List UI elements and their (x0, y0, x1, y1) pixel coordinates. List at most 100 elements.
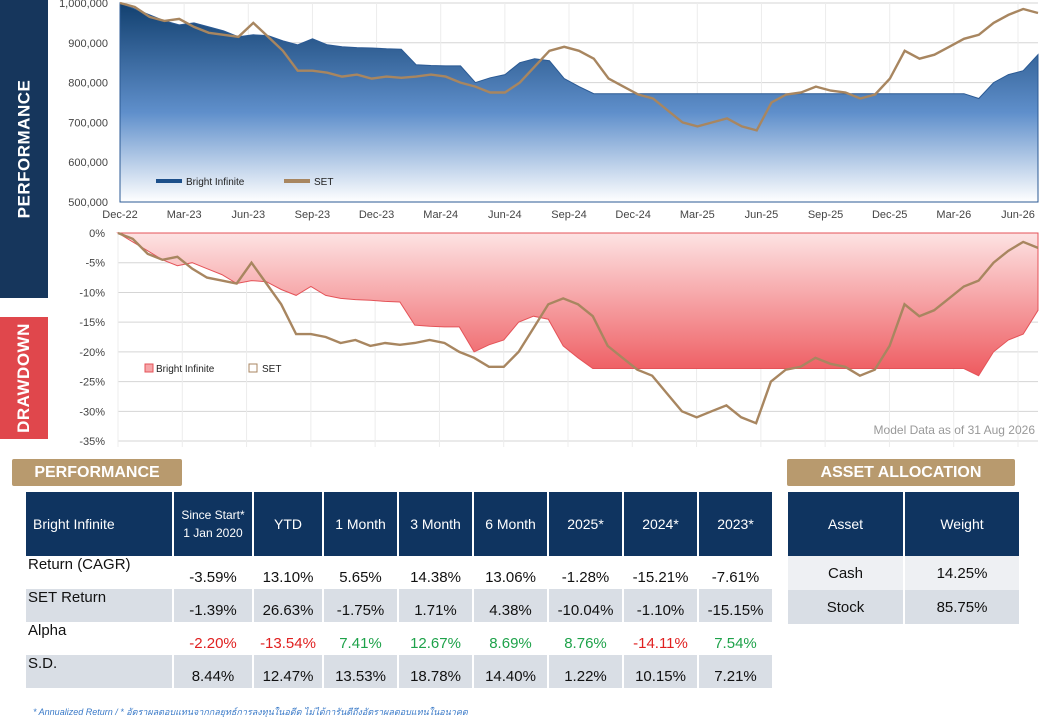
table-cell: -1.39% (174, 589, 252, 622)
table-cell: 14.38% (410, 569, 461, 586)
performance-header-row: Bright Infinite Since Start* 1 Jan 2020 … (26, 492, 772, 556)
table-cell: 26.63% (254, 589, 322, 622)
legend-set-label: SET (314, 177, 333, 188)
perf-x-tick-label: Mar-26 (936, 209, 971, 221)
drawdown-legend: Bright Infinite SET (144, 363, 281, 375)
table-cell: 5.65% (339, 569, 382, 586)
table-row-set-return: SET Return -1.39% 26.63% -1.75% 1.71% 4.… (26, 589, 772, 622)
table-row-sd: S.D. 8.44% 12.47% 13.53% 18.78% 14.40% 1… (26, 655, 772, 688)
row-label: Return (CAGR) (28, 556, 131, 573)
dd-legend-set-label: SET (262, 364, 281, 375)
dd-legend-bright-infinite-swatch (144, 363, 154, 373)
legend-set-swatch (284, 179, 310, 183)
perf-x-tick-label: Dec-23 (359, 209, 394, 221)
header-since-start-line2: 1 Jan 2020 (183, 526, 243, 540)
table-cell: -3.59% (189, 569, 237, 586)
perf-y-tick-label: 700,000 (68, 117, 108, 129)
perf-x-tick-label: Jun-26 (1001, 209, 1035, 221)
header-6-month: 6 Month (474, 492, 547, 556)
dd-y-tick-label: -10% (79, 287, 105, 299)
perf-y-tick-label: 600,000 (68, 157, 108, 169)
table-cell: -1.10% (624, 589, 697, 622)
table-cell: 7.54% (714, 635, 757, 652)
table-cell: -1.75% (324, 589, 397, 622)
table-cell: 14.40% (474, 655, 547, 688)
header-asset: Asset (788, 492, 903, 556)
table-cell: -15.21% (632, 569, 689, 586)
perf-x-tick-label: Dec-25 (872, 209, 907, 221)
performance-chart: 1,000,000 900,000 800,000 700,000 600,000 500… (59, 0, 1039, 221)
header-ytd: YTD (254, 492, 322, 556)
header-since-start: Since Start* 1 Jan 2020 (174, 492, 252, 556)
row-label: S.D. (26, 655, 172, 688)
dd-y-tick-label: -25% (79, 377, 105, 389)
table-cell: 13.10% (262, 569, 314, 586)
perf-y-tick-label: 900,000 (68, 38, 108, 50)
row-label: SET Return (26, 589, 172, 622)
legend-bright-infinite-swatch (156, 179, 182, 183)
table-cell: 18.78% (399, 655, 472, 688)
table-cell: -1.28% (561, 569, 610, 586)
dd-y-tick-label: 0% (89, 228, 105, 240)
table-cell: 1.71% (399, 589, 472, 622)
perf-y-tick-label: 1,000,000 (59, 0, 108, 10)
footnote: * Annualized Return / * อัตราผลตอบแทนจาก… (33, 707, 468, 717)
asset-weight: 14.25% (905, 556, 1019, 590)
perf-x-tick-label: Jun-24 (488, 209, 522, 221)
perf-y-tick-label: 800,000 (68, 78, 108, 90)
table-cell: 10.15% (624, 655, 697, 688)
table-cell: 13.53% (324, 655, 397, 688)
set-drawdown-line (117, 231, 1039, 425)
header-since-start-line1: Since Start* (181, 508, 245, 522)
table-cell: -10.04% (549, 589, 622, 622)
perf-x-tick-label: Jun-25 (745, 209, 779, 221)
header-1-month: 1 Month (324, 492, 397, 556)
perf-x-tick-label: Mar-25 (680, 209, 715, 221)
table-cell: 1.22% (549, 655, 622, 688)
table-cell: 8.76% (564, 635, 607, 652)
asset-weight: 85.75% (905, 590, 1019, 624)
asset-name: Cash (788, 556, 903, 590)
dd-y-tick-label: -35% (79, 436, 105, 448)
bright-infinite-area (119, 2, 1039, 203)
dd-y-tick-label: -20% (79, 347, 105, 359)
table-cell: 8.69% (489, 635, 532, 652)
table-cell: -7.61% (711, 569, 760, 586)
perf-x-tick-label: Dec-22 (102, 209, 137, 221)
table-cell: 7.21% (699, 655, 772, 688)
allocation-row-stock: Stock 85.75% (788, 590, 1019, 624)
asset-name: Stock (788, 590, 903, 624)
perf-x-tick-label: Sep-24 (551, 209, 586, 221)
performance-table-title: PERFORMANCE (12, 459, 182, 486)
table-cell: -2.20% (189, 635, 237, 652)
dd-legend-set-swatch (248, 363, 258, 373)
legend-bright-infinite-label: Bright Infinite (186, 177, 245, 188)
row-label: Alpha (28, 622, 67, 639)
perf-x-tick-label: Mar-24 (423, 209, 458, 221)
table-cell: 8.44% (174, 655, 252, 688)
table-cell: 7.41% (339, 635, 382, 652)
perf-x-tick-label: Sep-25 (808, 209, 843, 221)
header-2023: 2023* (699, 492, 772, 556)
model-data-note: Model Data as of 31 Aug 2026 (874, 423, 1036, 437)
table-cell: -14.11% (633, 635, 688, 652)
dd-y-tick-label: -5% (85, 258, 105, 270)
table-row-alpha: Alpha -2.20% -13.54% 7.41% 12.67% 8.69% … (26, 622, 772, 655)
performance-legend: Bright Infinite SET (156, 177, 333, 188)
perf-x-tick-label: Dec-24 (615, 209, 650, 221)
drawdown-side-banner: DRAWDOWN (0, 317, 48, 439)
perf-x-tick-label: Sep-23 (295, 209, 330, 221)
perf-y-tick-label: 500,000 (68, 197, 108, 209)
table-row-return: Return (CAGR) -3.59% 13.10% 5.65% 14.38%… (26, 556, 772, 589)
header-weight: Weight (905, 492, 1019, 556)
table-cell: 13.06% (485, 569, 536, 586)
perf-x-tick-label: Mar-23 (167, 209, 202, 221)
table-cell: 4.38% (474, 589, 547, 622)
asset-allocation-title: ASSET ALLOCATION (787, 459, 1015, 486)
performance-side-banner: PERFORMANCE (0, 0, 48, 298)
header-2024: 2024* (624, 492, 697, 556)
table-cell: 12.67% (410, 635, 461, 652)
dd-y-tick-label: -30% (79, 406, 105, 418)
allocation-row-cash: Cash 14.25% (788, 556, 1019, 590)
performance-table: Bright Infinite Since Start* 1 Jan 2020 … (24, 492, 774, 688)
